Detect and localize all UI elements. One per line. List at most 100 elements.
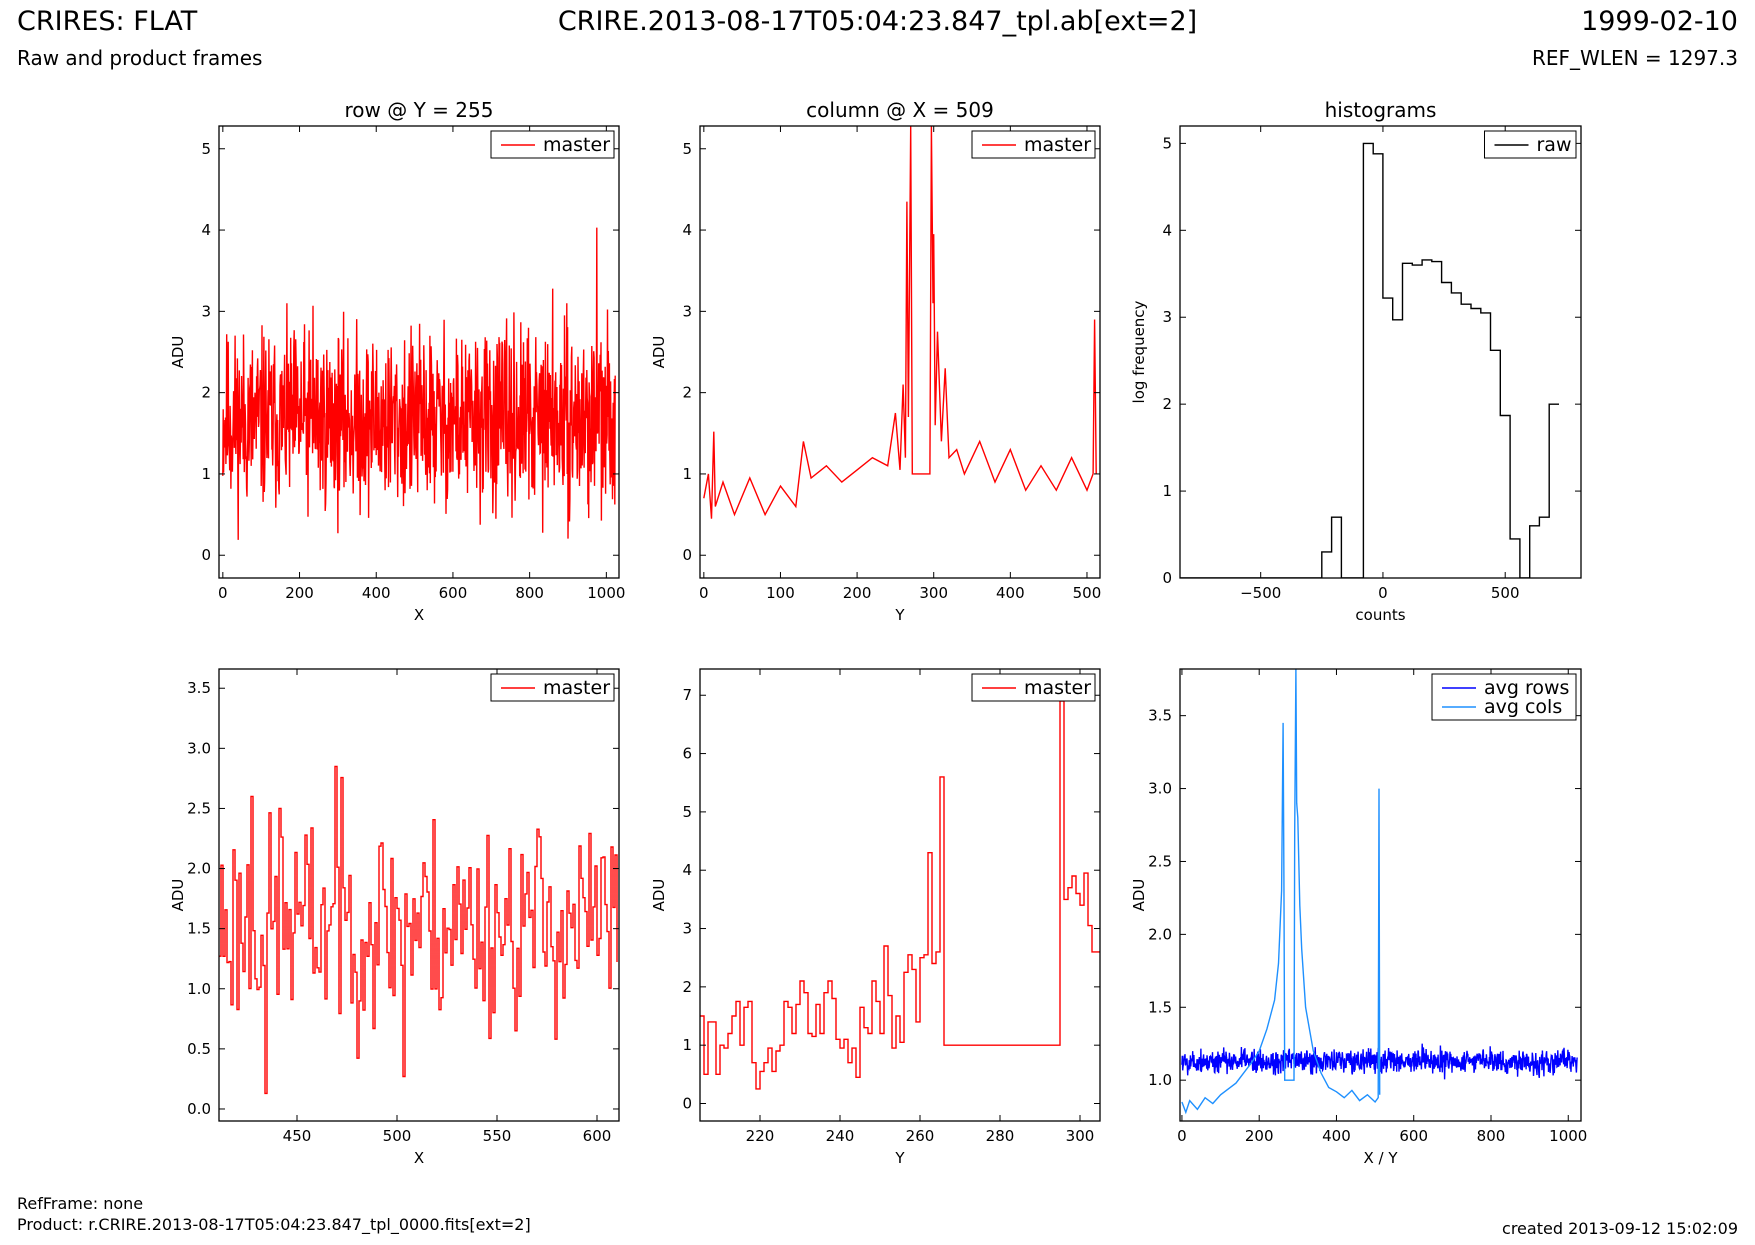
report-title: CRIRES: FLAT: [17, 6, 198, 37]
y-tick-label: 2: [682, 978, 692, 996]
y-tick-label: 4: [682, 861, 692, 879]
y-tick-label: 1: [682, 1036, 692, 1054]
legend-box: [1431, 673, 1577, 721]
y-tick-label: 2: [201, 384, 211, 402]
x-tick-label: 260: [906, 1127, 935, 1145]
legend: master: [971, 673, 1096, 702]
x-tick-label: 200: [1245, 1127, 1274, 1145]
x-tick-label: 600: [583, 1127, 612, 1145]
y-tick-label: 7: [682, 686, 692, 704]
y-axis-label: log frequency: [1130, 300, 1148, 403]
series-line-master: [700, 700, 1100, 1090]
y-tick-label: 1: [1162, 482, 1172, 500]
y-tick-label: 2.5: [1148, 852, 1172, 870]
plot-frame: [699, 125, 1101, 579]
x-axis-label: X: [414, 1149, 424, 1167]
legend-label: master: [543, 677, 610, 699]
y-tick-label: 4: [1162, 221, 1172, 239]
x-tick-label: 400: [996, 584, 1025, 602]
y-tick-label: 0: [1162, 569, 1172, 587]
x-tick-label: 600: [439, 584, 468, 602]
x-tick-label: 240: [826, 1127, 855, 1145]
plot-frame: [218, 668, 620, 1122]
y-tick-label: 2: [682, 384, 692, 402]
x-axis-label: Y: [894, 606, 905, 624]
chart-title: column @ X = 509: [806, 98, 994, 122]
y-tick-label: 2: [1162, 395, 1172, 413]
plot-frame: [699, 668, 1101, 1122]
x-tick-label: 0: [1177, 1127, 1187, 1145]
series-line-avg-cols: [1181, 669, 1381, 1115]
y-tick-label: 1: [201, 465, 211, 483]
y-tick-label: 5: [201, 140, 211, 158]
x-tick-label: 300: [1066, 1127, 1095, 1145]
legend: master: [490, 130, 615, 159]
x-tick-label: 550: [483, 1127, 512, 1145]
x-tick-label: 400: [1322, 1127, 1351, 1145]
y-tick-label: 4: [201, 221, 211, 239]
legend-label: master: [1024, 134, 1091, 156]
y-tick-label: 5: [682, 140, 692, 158]
y-axis-label: ADU: [1130, 879, 1148, 912]
y-tick-label: 0.0: [187, 1100, 211, 1118]
legend-label: avg cols: [1484, 696, 1562, 718]
y-tick-label: 3: [1162, 308, 1172, 326]
chart-panel-1: 0 200 400 600 800 1000 0 1 2 3 4 5 row @ Y = 255 X ADU…: [169, 98, 625, 624]
ref-wlen-label: REF_WLEN = 1297.3: [1531, 46, 1738, 70]
y-tick-label: 3.5: [187, 679, 211, 697]
file-title: CRIRE.2013-08-17T05:04:23.847_tpl.ab[ext…: [557, 6, 1198, 37]
y-tick-label: 3.5: [1148, 707, 1172, 725]
y-tick-label: 0.5: [187, 1040, 211, 1058]
x-tick-label: 300: [919, 584, 948, 602]
x-axis-label: Y: [894, 1149, 905, 1167]
legend-box: [971, 673, 1096, 702]
x-tick-label: 450: [283, 1127, 312, 1145]
x-tick-label: 220: [746, 1127, 775, 1145]
x-tick-label: 280: [986, 1127, 1015, 1145]
x-tick-label: 0: [1378, 584, 1388, 602]
x-axis-label: X: [414, 606, 424, 624]
x-tick-label: 800: [1477, 1127, 1506, 1145]
y-tick-label: 5: [1162, 134, 1172, 152]
legend-label: master: [543, 134, 610, 156]
y-axis-label: ADU: [169, 336, 187, 369]
series-line-raw: [1180, 142, 1559, 578]
series-line-master: [222, 227, 616, 540]
y-tick-label: 3.0: [1148, 780, 1172, 798]
legend-label: raw: [1537, 134, 1572, 156]
chart-panel-3: −500 0 500 0 1 2 3 4 5 histograms counts log freque…: [1130, 98, 1582, 624]
y-tick-label: 0: [201, 546, 211, 564]
y-tick-label: 1.0: [1148, 1071, 1172, 1089]
y-tick-label: 1: [682, 465, 692, 483]
x-tick-label: 400: [362, 584, 391, 602]
y-tick-label: 3: [682, 302, 692, 320]
date-label: 1999-02-10: [1581, 6, 1738, 37]
y-tick-label: 1.5: [1148, 998, 1172, 1016]
chart-title: histograms: [1325, 98, 1437, 122]
x-tick-label: 600: [1399, 1127, 1428, 1145]
y-axis-label: ADU: [650, 879, 668, 912]
series-line-master: [219, 765, 618, 1095]
y-tick-label: 2.0: [187, 860, 211, 878]
legend: master: [490, 673, 615, 702]
y-tick-label: 3.0: [187, 739, 211, 757]
x-tick-label: 500: [1491, 584, 1520, 602]
x-tick-label: 800: [515, 584, 544, 602]
ref-frame-label: RefFrame: none: [17, 1194, 144, 1213]
x-axis-label: X / Y: [1363, 1149, 1398, 1167]
x-tick-label: 0: [699, 584, 709, 602]
x-tick-label: 0: [218, 584, 228, 602]
chart-title: row @ Y = 255: [345, 98, 494, 122]
y-axis-label: ADU: [650, 336, 668, 369]
y-axis-label: ADU: [169, 879, 187, 912]
plot-frame: [1179, 668, 1582, 1122]
series-line-master: [703, 126, 1097, 519]
x-tick-label: 1000: [1549, 1127, 1587, 1145]
x-tick-label: −500: [1240, 584, 1281, 602]
chart-panel-4: 450 500 550 600 0.0 0.5 1.0 1.5 2.0 2.5 3.0 3.5 X ADU…: [169, 668, 620, 1167]
plot-frame: [218, 125, 620, 579]
report-subtitle: Raw and product frames: [17, 46, 263, 70]
legend: raw: [1484, 130, 1577, 159]
legend-label: master: [1024, 677, 1091, 699]
